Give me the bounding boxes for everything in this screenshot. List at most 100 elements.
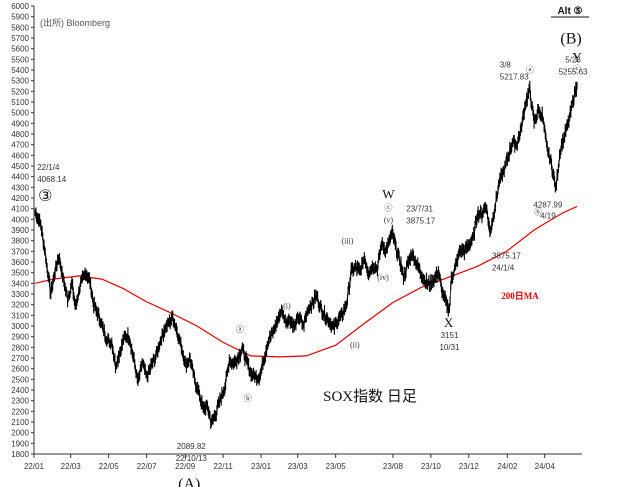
wave-label: (A) — [178, 476, 200, 487]
annotation-label: 4/19 — [540, 212, 556, 221]
wave-label: (iii) — [341, 236, 353, 245]
x-tick-label: 23/08 — [383, 462, 404, 471]
y-tick-label: 2100 — [11, 418, 29, 427]
y-tick-label: 3200 — [11, 301, 29, 310]
y-tick-label: 2800 — [11, 343, 29, 352]
wave-label: ⓑ — [244, 394, 252, 403]
y-tick-label: 5300 — [11, 77, 29, 86]
wave-label: Y — [572, 49, 582, 64]
y-tick-label: 4700 — [11, 141, 29, 150]
x-tick-label: 23/10 — [421, 462, 442, 471]
y-tick-label: 3600 — [11, 258, 29, 267]
annotation-label: 24/1/4 — [492, 264, 515, 273]
y-tick-label: 5800 — [11, 23, 29, 32]
annotation-label: 2089.82 — [177, 442, 206, 451]
y-tick-label: 1800 — [11, 450, 29, 459]
annotation-label: 23/7/31 — [406, 205, 433, 214]
y-tick-label: 3500 — [11, 269, 29, 278]
y-tick-label: 1900 — [11, 439, 29, 448]
source-label: (出所) Bloomberg — [40, 17, 110, 28]
y-tick-label: 3300 — [11, 290, 29, 299]
wave-label: ③ — [38, 188, 52, 205]
y-tick-label: 5000 — [11, 109, 29, 118]
annotation-label: 3151 — [441, 331, 459, 340]
y-tick-label: 5900 — [11, 13, 29, 22]
annotation-label: 5/23 — [565, 55, 581, 64]
x-tick-label: 22/01 — [24, 462, 45, 471]
annotation-label: 22/10/13 — [176, 454, 208, 463]
x-tick-label: 22/09 — [175, 462, 196, 471]
wave-label: (i) — [283, 301, 291, 310]
annotation-label: 4287.99 — [533, 201, 562, 210]
y-tick-label: 2000 — [11, 429, 29, 438]
y-tick-label: 3700 — [11, 247, 29, 256]
x-tick-label: 23/05 — [326, 462, 347, 471]
y-tick-label: 2300 — [11, 397, 29, 406]
annotation-label: 5255.63 — [559, 67, 588, 76]
annotations: 22/1/4 4068.14 2089.82 22/10/13 23/7/31 3875.… — [37, 55, 588, 463]
wave-label: ⓒ — [384, 204, 392, 213]
y-tick-label: 4900 — [11, 119, 29, 128]
y-tick-label: 2400 — [11, 386, 29, 395]
wave-label: (iv) — [377, 273, 389, 282]
y-tick-label: 3400 — [11, 279, 29, 288]
x-tick-label: 22/05 — [99, 462, 120, 471]
y-tick-label: 5600 — [11, 45, 29, 54]
x-tick-label: 22/03 — [61, 462, 82, 471]
wave-label: ⓒ — [573, 64, 581, 73]
x-tick-label: 24/02 — [497, 462, 518, 471]
x-tick-label: 23/01 — [251, 462, 272, 471]
x-tick-label: 22/11 — [213, 462, 233, 471]
y-tick-label: 2900 — [11, 333, 29, 342]
x-tick-label: 22/07 — [137, 462, 158, 471]
y-tick-label: 4000 — [11, 215, 29, 224]
chart-title: SOX指数 日足 — [323, 388, 417, 405]
y-tick-label: 3000 — [11, 322, 29, 331]
y-tick-label: 6000 — [11, 2, 29, 11]
annotation-label: 10/31 — [439, 343, 460, 352]
y-tick-label: 2700 — [11, 354, 29, 363]
ma-line — [35, 205, 578, 358]
x-tick-label: 24/04 — [535, 462, 556, 471]
y-tick-label: 3900 — [11, 226, 29, 235]
annotation-label: 22/1/4 — [37, 163, 60, 172]
corner-label: Alt ⑤ — [557, 6, 582, 17]
ma-series — [35, 205, 578, 358]
wave-label: W — [382, 187, 395, 202]
x-tick-label: 23/03 — [288, 462, 309, 471]
y-tick-label: 3100 — [11, 311, 29, 320]
annotation-label: 3875.17 — [492, 252, 521, 261]
wave-label: ⓐ — [236, 325, 244, 334]
y-tick-label: 4600 — [11, 151, 29, 160]
y-tick-label: 3800 — [11, 237, 29, 246]
y-tick-label: 5200 — [11, 87, 29, 96]
y-tick-label: 5100 — [11, 98, 29, 107]
y-tick-label: 5500 — [11, 55, 29, 64]
price-line — [34, 85, 578, 426]
y-tick-label: 4800 — [11, 130, 29, 139]
y-tick-label: 5700 — [11, 34, 29, 43]
y-tick-label: 4200 — [11, 194, 29, 203]
wave-label: ⓑ — [534, 208, 542, 217]
y-tick-label: 2500 — [11, 375, 29, 384]
y-tick-label: 2600 — [11, 365, 29, 374]
ma-legend-label: 200日MA — [501, 291, 539, 301]
y-tick-label: 4300 — [11, 183, 29, 192]
y-tick-label: 4500 — [11, 162, 29, 171]
price-series — [34, 80, 578, 429]
wave-label: X — [444, 315, 454, 330]
y-tick-label: 5400 — [11, 66, 29, 75]
wave-label: (B) — [560, 30, 581, 47]
annotation-label: 3/8 — [500, 60, 512, 69]
wave-label: (ii) — [350, 341, 360, 350]
y-tick-label: 4100 — [11, 205, 29, 214]
annotation-label: 3875.17 — [406, 217, 435, 226]
wave-label: (v) — [384, 216, 394, 225]
y-tick-label: 4400 — [11, 173, 29, 182]
x-tick-label: 23/12 — [459, 462, 480, 471]
annotation-label: 5217.83 — [500, 72, 529, 81]
wave-label: ⓐ — [526, 65, 534, 74]
